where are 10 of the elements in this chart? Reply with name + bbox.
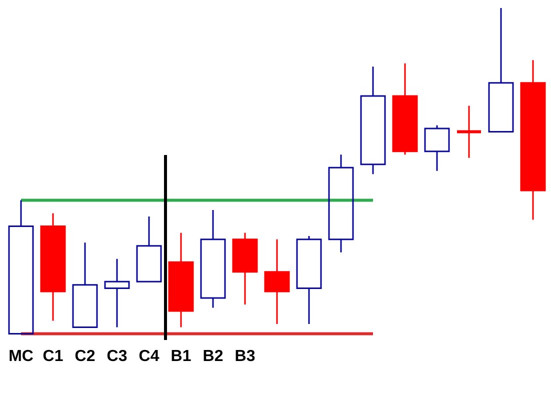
x-tick-label: C4 [138, 348, 160, 365]
x-tick-label: C3 [106, 348, 128, 365]
candlestick [104, 258, 130, 328]
candlestick [456, 104, 482, 159]
x-tick-label: C1 [42, 348, 64, 365]
x-tick-label: B1 [170, 348, 192, 365]
x-tick-label: C2 [74, 348, 96, 365]
x-tick-label: MC [8, 348, 34, 365]
x-tick-label: B2 [202, 348, 224, 365]
x-tick-label: B3 [234, 348, 256, 365]
